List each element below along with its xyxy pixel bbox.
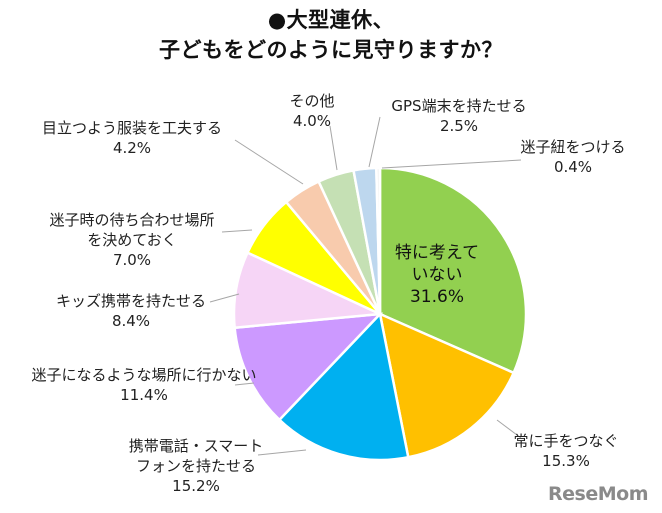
slice-value-label: 2.5% — [440, 117, 478, 135]
chart-title-line1: ●大型連休、 — [267, 8, 395, 32]
leader-line — [329, 125, 338, 171]
slice-category-label: を決めておく — [87, 231, 177, 249]
slice-category-label: GPS端末を持たせる — [391, 97, 526, 115]
leader-line — [368, 116, 381, 168]
slice-category-label: 常に手をつなぐ — [513, 432, 618, 450]
slice-value-label: 7.0% — [113, 251, 151, 269]
slice-category-label: 迷子になるような場所に行かない — [31, 366, 256, 384]
slice-value-label: 0.4% — [554, 158, 592, 176]
leader-line — [221, 229, 253, 233]
slice-category-label: 目立つよう服装を工夫する — [42, 119, 222, 137]
slice-value-label: 31.6% — [410, 287, 464, 307]
pie-slice — [378, 311, 516, 459]
slice-value-label: 11.4% — [120, 386, 168, 404]
pie-slice — [375, 166, 382, 315]
pie-slice — [277, 311, 410, 462]
chart-title-line2: 子どもをどのように見守りますか？ — [159, 38, 503, 62]
slice-value-label: 15.2% — [172, 477, 220, 495]
slice-category-label: その他 — [289, 92, 334, 110]
slice-category-label: キッズ携帯を持たせる — [56, 292, 206, 310]
slice-category-label: 迷子時の待ち合わせ場所 — [49, 211, 214, 229]
slice-value-label: 8.4% — [112, 312, 150, 330]
leader-line — [209, 293, 240, 303]
slice-value-label: 15.3% — [542, 452, 590, 470]
slice-category-label: 携帯電話・スマート — [129, 437, 264, 455]
slice-category-label: 迷子紐をつける — [520, 138, 625, 156]
leader-line — [234, 139, 304, 185]
leader-line — [496, 419, 522, 439]
leader-line — [381, 159, 522, 169]
slice-category-label: 特に考えて — [395, 243, 479, 263]
leader-line — [234, 382, 255, 386]
pie-slice — [378, 166, 528, 375]
slice-value-label: 4.0% — [293, 112, 331, 130]
slice-value-label: 4.2% — [113, 139, 151, 157]
slice-category-label: フォンを持たせる — [136, 457, 256, 475]
pie-slice — [233, 312, 384, 422]
slice-category-label: いない — [412, 265, 463, 285]
leader-line — [257, 449, 307, 456]
watermark-logo: ReseMom — [548, 483, 648, 505]
